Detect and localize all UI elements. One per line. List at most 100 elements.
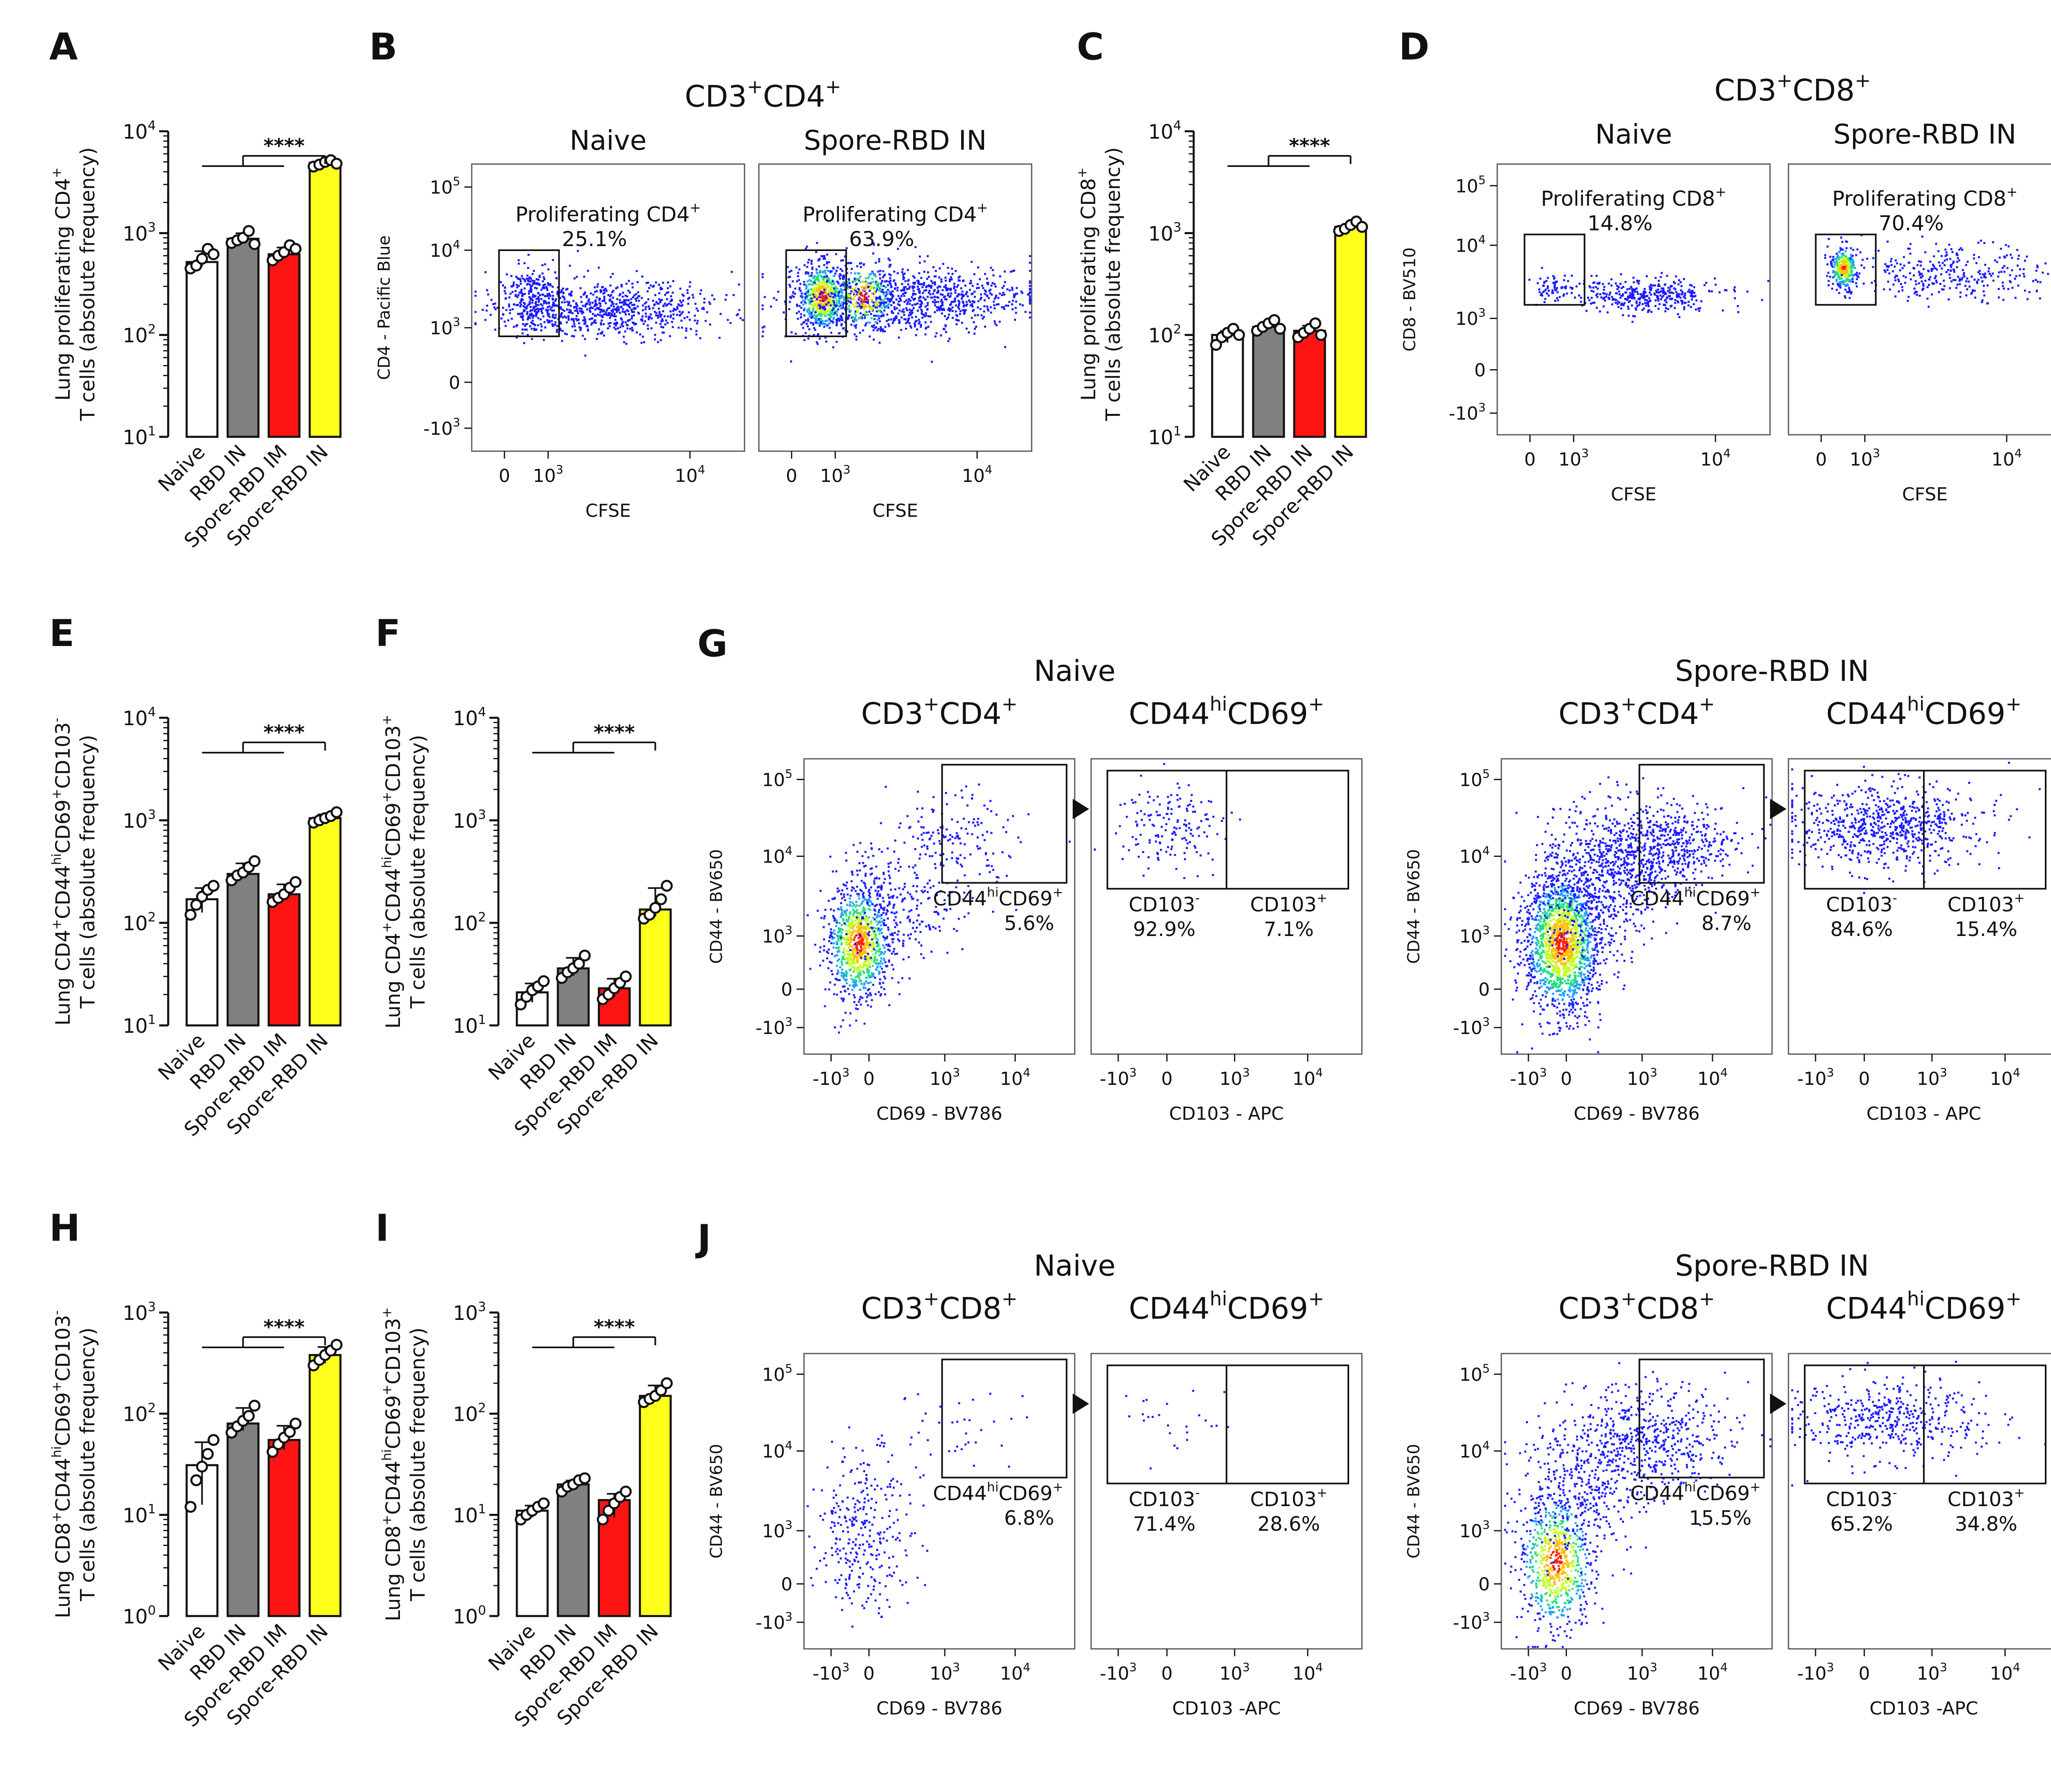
event-dot	[835, 319, 838, 321]
event-dot	[822, 297, 825, 299]
event-dot	[1664, 304, 1667, 306]
event-dot	[532, 317, 534, 319]
event-dot	[505, 309, 507, 311]
event-dot	[1589, 286, 1592, 289]
event-dot	[638, 312, 640, 315]
x-tick-label: 0	[1524, 449, 1536, 470]
x-tick-label-part: 0	[499, 466, 510, 486]
event-dot	[594, 304, 596, 306]
event-dot	[619, 326, 621, 329]
event-dot	[1644, 302, 1646, 304]
event-dot	[905, 322, 907, 324]
event-dot	[525, 277, 528, 280]
event-dot	[858, 299, 860, 301]
event-dot	[916, 320, 918, 322]
y-tick-label-part: 3	[1173, 220, 1181, 235]
event-dot	[1654, 277, 1657, 279]
event-dot	[576, 319, 578, 321]
event-dot	[1015, 312, 1017, 314]
event-dot	[953, 287, 955, 290]
event-dot	[584, 354, 587, 357]
event-dot	[860, 286, 863, 289]
event-dot	[549, 308, 552, 310]
event-dot	[924, 321, 927, 324]
event-dot	[548, 301, 550, 304]
event-dot	[836, 919, 838, 922]
event-dot	[855, 956, 858, 958]
event-dot	[887, 926, 889, 929]
event-dot	[601, 331, 603, 333]
event-dot	[836, 281, 838, 283]
event-dot	[687, 298, 690, 300]
event-dot	[991, 269, 994, 272]
event-dot	[526, 313, 528, 315]
event-dot	[971, 300, 974, 303]
event-dot	[1862, 283, 1865, 285]
event-dot	[864, 918, 866, 920]
event-dot	[1839, 282, 1842, 284]
event-dot	[1657, 288, 1659, 291]
event-dot	[536, 283, 539, 285]
event-dot	[563, 310, 566, 312]
event-dot	[919, 296, 921, 299]
event-dot	[939, 285, 941, 288]
y-axis-title-part: CD69	[382, 1395, 405, 1450]
event-dot	[1852, 263, 1855, 265]
event-dot	[859, 331, 861, 334]
event-dot	[823, 256, 825, 258]
event-dot	[957, 319, 960, 322]
event-dot	[840, 902, 842, 904]
event-dot	[840, 906, 843, 909]
event-dot	[1644, 295, 1647, 297]
event-dot	[838, 302, 840, 304]
event-dot	[1005, 304, 1007, 307]
event-dot	[998, 320, 1001, 323]
event-dot	[507, 319, 509, 322]
event-dot	[994, 322, 996, 325]
data-point	[190, 899, 202, 911]
event-dot	[851, 268, 853, 270]
event-dot	[789, 276, 791, 278]
event-dot	[892, 938, 895, 941]
significance-label: ****	[263, 1316, 304, 1339]
event-dot	[879, 330, 882, 332]
y-axis-title-part: +	[49, 919, 64, 930]
event-dot	[847, 893, 849, 896]
y-tick-label-part: 10	[1148, 324, 1173, 347]
event-dot	[837, 937, 840, 940]
event-dot	[1827, 284, 1830, 286]
event-dot	[825, 287, 828, 290]
event-dot	[605, 314, 608, 316]
event-dot	[954, 292, 957, 294]
event-dot	[836, 341, 838, 343]
event-dot	[1608, 294, 1610, 296]
event-dot	[853, 291, 855, 294]
event-dot	[589, 318, 591, 320]
event-dot	[1845, 257, 1848, 260]
event-dot	[813, 277, 815, 279]
event-dot	[1539, 277, 1542, 280]
event-dot	[657, 341, 659, 343]
event-dot	[1599, 293, 1601, 295]
event-dot	[846, 953, 849, 956]
event-dot	[1845, 255, 1848, 258]
event-dot	[804, 301, 806, 304]
event-dot	[882, 270, 884, 272]
event-dot	[552, 316, 554, 318]
event-dot	[875, 315, 877, 317]
event-dot	[542, 284, 545, 286]
event-dot	[2023, 268, 2025, 270]
event-dot	[879, 978, 881, 981]
event-dot	[1671, 285, 1673, 287]
event-dot	[1884, 263, 1887, 265]
event-dot	[1542, 285, 1545, 287]
event-dot	[609, 299, 612, 301]
event-dot	[1690, 295, 1692, 297]
event-dot	[909, 325, 911, 327]
event-dot	[553, 309, 555, 312]
event-dot	[814, 319, 817, 321]
event-dot	[815, 341, 818, 343]
event-dot	[1670, 298, 1672, 301]
data-point	[284, 1426, 296, 1438]
event-dot	[1623, 302, 1626, 304]
